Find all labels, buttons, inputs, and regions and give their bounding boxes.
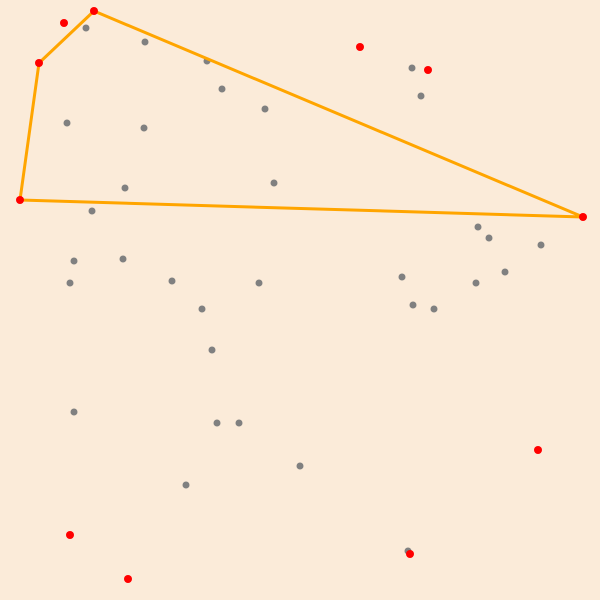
gray-point <box>409 301 417 309</box>
gray-point <box>121 184 129 192</box>
gray-point <box>140 124 148 132</box>
gray-point <box>182 481 190 489</box>
gray-point <box>88 207 96 215</box>
red-point <box>124 575 132 583</box>
gray-points <box>63 24 545 555</box>
red-point <box>406 550 414 558</box>
gray-point <box>208 346 216 354</box>
gray-point <box>168 277 176 285</box>
gray-point <box>70 257 78 265</box>
red-points <box>60 19 542 583</box>
polygon-vertex <box>90 7 98 15</box>
red-point <box>534 446 542 454</box>
gray-point <box>198 305 206 313</box>
gray-point <box>398 273 406 281</box>
polygon-vertex <box>35 59 43 67</box>
gray-point <box>417 92 425 100</box>
gray-point <box>261 105 269 113</box>
gray-point <box>408 64 416 72</box>
gray-point <box>474 223 482 231</box>
gray-point <box>66 279 74 287</box>
red-point <box>60 19 68 27</box>
gray-point <box>430 305 438 313</box>
gray-point <box>82 24 90 32</box>
gray-point <box>213 419 221 427</box>
gray-point <box>235 419 243 427</box>
gray-point <box>255 279 263 287</box>
red-point <box>66 531 74 539</box>
gray-point <box>472 279 480 287</box>
gray-point <box>141 38 149 46</box>
gray-point <box>70 408 78 416</box>
polygon-vertices <box>16 7 587 221</box>
polygon-vertex <box>579 213 587 221</box>
gray-point <box>270 179 278 187</box>
gray-point <box>63 119 71 127</box>
gray-point <box>119 255 127 263</box>
gray-point <box>537 241 545 249</box>
polygon-vertex <box>16 196 24 204</box>
gray-point <box>296 462 304 470</box>
gray-point <box>501 268 509 276</box>
gray-point <box>485 234 493 242</box>
red-point <box>356 43 364 51</box>
red-point <box>424 66 432 74</box>
gray-point <box>218 85 226 93</box>
